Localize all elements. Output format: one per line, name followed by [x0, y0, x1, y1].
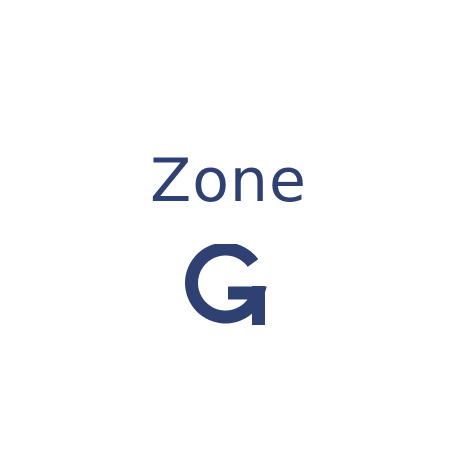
- zone-label: Zone: [150, 146, 307, 216]
- zone-letter: G: [180, 244, 272, 326]
- letter-g-icon: [185, 244, 267, 325]
